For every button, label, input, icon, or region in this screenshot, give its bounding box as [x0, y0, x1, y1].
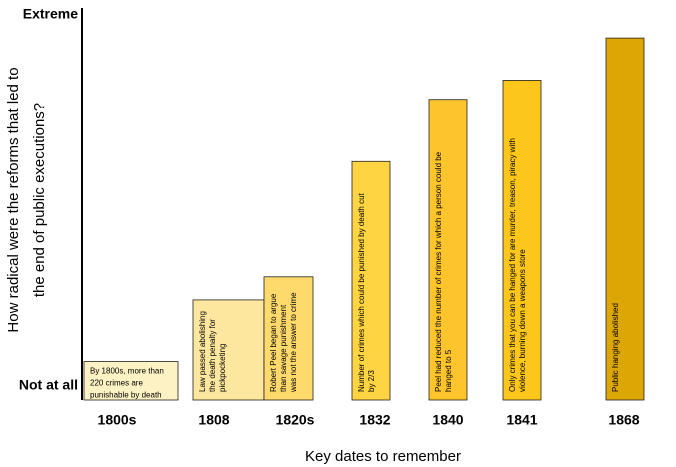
x-axis-title: Key dates to remember	[305, 448, 461, 465]
bar-note: than savage punishment	[279, 304, 288, 392]
bar-note: Public hanging abolished	[611, 303, 620, 392]
bar-note: Only crimes that you can be hanged for a…	[508, 138, 517, 392]
x-tick-label: 1820s	[276, 412, 315, 428]
bar-note: punishable by death	[90, 391, 162, 400]
bar-note: by 2/3	[367, 370, 376, 392]
x-tick-label: 1800s	[98, 412, 137, 428]
y-axis-title: the end of public executions?	[31, 103, 48, 297]
bar-note: Law passed abolishing	[198, 311, 207, 392]
bar-note: pickpocketing	[218, 344, 227, 392]
bar-note: 220 crimes are	[90, 379, 143, 388]
bar	[351, 160, 391, 401]
x-tick-label: 1832	[359, 412, 390, 428]
bar	[192, 299, 265, 401]
bar	[263, 276, 314, 401]
bar-note: the death penalty for	[208, 319, 217, 392]
y-tick-label: Extreme	[23, 6, 78, 22]
x-tick-label: 1868	[608, 412, 639, 428]
x-tick-label: 1840	[432, 412, 463, 428]
bar	[428, 99, 468, 401]
bar-note: By 1800s, more than	[90, 367, 164, 376]
y-axis-title: How radical were the reforms that led to	[5, 67, 22, 332]
bar	[83, 361, 179, 401]
bar-note: was not the answer to crime	[289, 292, 298, 393]
bar	[605, 37, 645, 401]
x-tick-label: 1841	[506, 412, 537, 428]
bar-note: hanged to 5	[444, 349, 453, 392]
x-tick-label: 1808	[198, 412, 229, 428]
bar-note: violence, burning down a weapons store	[518, 249, 527, 392]
y-tick-label: Not at all	[19, 377, 78, 393]
bar	[502, 80, 542, 401]
bar-note: Peel had reduced the number of crimes fo…	[434, 151, 443, 392]
bar-note: Robert Peel began to argue	[269, 293, 278, 392]
bar-note: Number of crimes which could be punished…	[357, 192, 366, 392]
